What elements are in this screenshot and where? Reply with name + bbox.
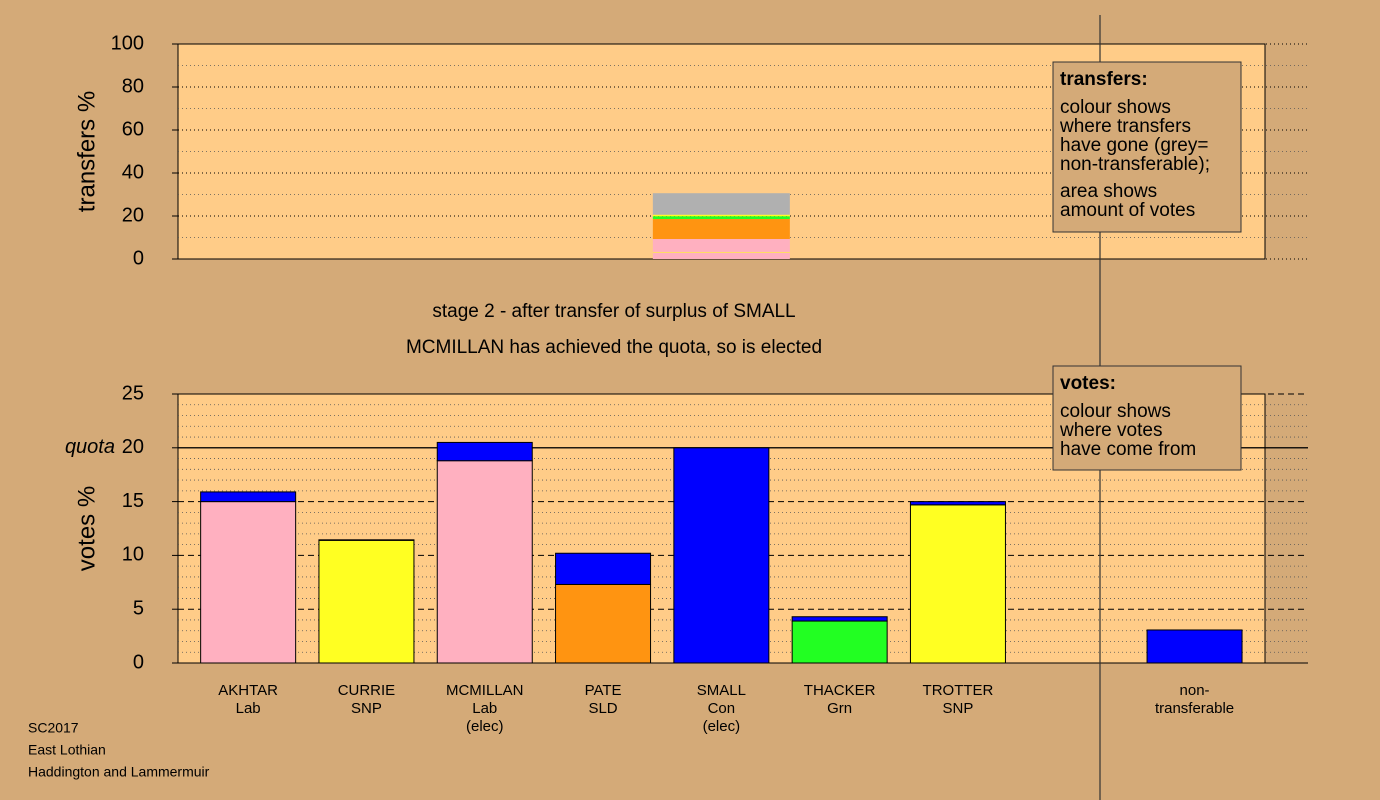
y-tick-label: 100 bbox=[111, 32, 144, 54]
legend-text: colour shows bbox=[1060, 97, 1171, 118]
x-tick-label: Grn bbox=[827, 700, 852, 717]
quota-label: quota bbox=[65, 436, 115, 458]
y-tick-label: 25 bbox=[122, 382, 144, 404]
legend-text: have gone (grey= bbox=[1060, 135, 1208, 156]
legend-text: area shows bbox=[1060, 181, 1157, 202]
x-tick-label: CURRIE bbox=[338, 682, 396, 699]
legend-text: where votes bbox=[1059, 420, 1162, 441]
y-tick-label: 0 bbox=[133, 247, 144, 269]
transfer-segment bbox=[652, 216, 790, 220]
transfer-segment bbox=[652, 193, 790, 215]
legend-text: have come from bbox=[1060, 439, 1196, 460]
y-tick-label: 20 bbox=[122, 204, 144, 226]
x-tick-label: SLD bbox=[588, 700, 617, 717]
bar-segment bbox=[200, 501, 297, 664]
bar-segment bbox=[1146, 629, 1243, 664]
bar-segment bbox=[791, 616, 888, 622]
transfer-segment bbox=[652, 252, 790, 259]
x-tick-label: (elec) bbox=[703, 718, 741, 735]
legend-box bbox=[1052, 61, 1242, 233]
transfer-segment bbox=[652, 251, 790, 253]
bar-segment bbox=[318, 539, 415, 541]
y-tick-label: 40 bbox=[122, 161, 144, 183]
legend-box bbox=[1052, 365, 1242, 471]
y-axis-label: votes % bbox=[73, 486, 100, 571]
x-tick-label: SNP bbox=[943, 700, 974, 717]
stage-title: stage 2 - after transfer of surplus of S… bbox=[432, 301, 795, 322]
x-tick-label: PATE bbox=[585, 682, 622, 699]
y-tick-label: 60 bbox=[122, 118, 144, 140]
legend-text: where transfers bbox=[1059, 116, 1191, 137]
x-tick-label: THACKER bbox=[804, 682, 876, 699]
x-tick-label: SNP bbox=[351, 700, 382, 717]
footer-text: Haddington and Lammermuir bbox=[28, 764, 210, 780]
legend-text: amount of votes bbox=[1060, 200, 1195, 221]
footer-text: SC2017 bbox=[28, 720, 79, 736]
bar-segment bbox=[555, 583, 652, 664]
x-tick-label: MCMILLAN bbox=[446, 682, 524, 699]
x-tick-label: TROTTER bbox=[923, 682, 994, 699]
y-tick-label: 0 bbox=[133, 651, 144, 673]
x-tick-label: Con bbox=[708, 700, 736, 717]
x-tick-label: transferable bbox=[1155, 700, 1234, 717]
y-tick-label: 20 bbox=[122, 436, 144, 458]
legend-title: votes: bbox=[1060, 373, 1116, 394]
transfer-segment bbox=[652, 219, 790, 240]
bar-segment bbox=[318, 539, 415, 664]
x-tick-label: SMALL bbox=[697, 682, 746, 699]
bar-segment bbox=[909, 504, 1006, 664]
x-tick-label: Lab bbox=[472, 700, 497, 717]
bar-segment bbox=[555, 552, 652, 585]
stage-subtitle: MCMILLAN has achieved the quota, so is e… bbox=[406, 337, 822, 358]
y-tick-label: 5 bbox=[133, 597, 144, 619]
legend-title: transfers: bbox=[1060, 69, 1148, 90]
bar-segment bbox=[436, 441, 533, 462]
bar-segment bbox=[909, 501, 1006, 506]
x-tick-label: non- bbox=[1180, 682, 1210, 699]
y-tick-label: 10 bbox=[122, 544, 144, 566]
bar-segment bbox=[200, 491, 297, 503]
y-tick-label: 80 bbox=[122, 75, 144, 97]
legend-text: non-transferable); bbox=[1060, 154, 1210, 175]
bar-segment bbox=[791, 620, 888, 664]
x-tick-label: AKHTAR bbox=[218, 682, 278, 699]
x-tick-label: (elec) bbox=[466, 718, 504, 735]
x-tick-label: Lab bbox=[236, 700, 261, 717]
footer-text: East Lothian bbox=[28, 742, 106, 758]
y-axis-label: transfers % bbox=[73, 91, 100, 212]
legend-text: colour shows bbox=[1060, 401, 1171, 422]
transfer-segment bbox=[652, 214, 790, 217]
y-tick-label: 15 bbox=[122, 490, 144, 512]
transfer-segment bbox=[652, 239, 790, 252]
bar-segment bbox=[436, 460, 533, 664]
bar-segment bbox=[673, 447, 770, 664]
